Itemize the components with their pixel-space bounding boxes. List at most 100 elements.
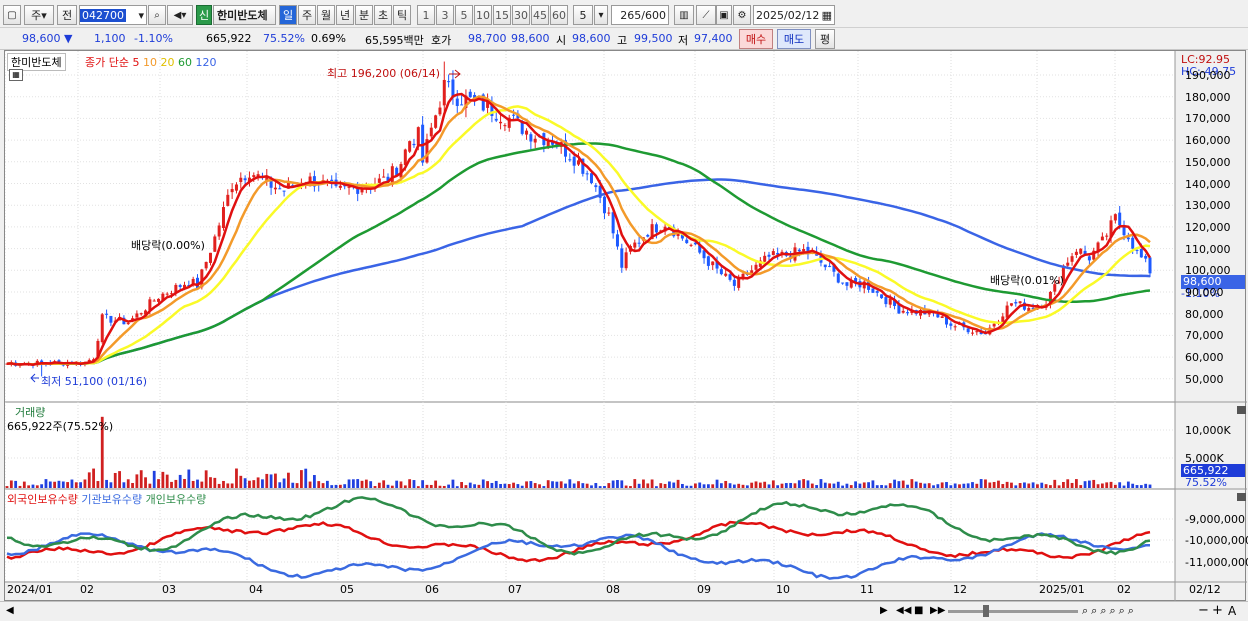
interval-button-6[interactable]: 45 — [531, 5, 549, 25]
date-input[interactable]: 2025/02/12 ▦ — [753, 5, 835, 25]
volume-bar — [1083, 481, 1087, 488]
volume-bar — [252, 480, 256, 488]
zoom-out-icon[interactable]: − — [1198, 603, 1209, 618]
volume-bar — [1023, 482, 1026, 488]
pane-close-icon[interactable] — [1237, 406, 1246, 414]
pane-close-icon[interactable] — [1237, 493, 1246, 501]
scroll-right-icon[interactable]: ▶ — [880, 605, 888, 616]
zoom-slider-thumb[interactable] — [983, 605, 989, 617]
volume-bar — [594, 483, 598, 488]
period-button-3[interactable]: 년 — [336, 5, 354, 25]
volume-bar — [841, 485, 845, 488]
volume-bar — [668, 481, 671, 488]
chevron-down-icon[interactable]: ▾ — [138, 8, 144, 22]
price-change: 1,100 — [94, 32, 126, 45]
candle-body — [464, 95, 468, 108]
zoom-slider[interactable] — [948, 610, 1078, 613]
volume-bar — [412, 480, 416, 488]
volume-bar — [473, 484, 476, 488]
volume-bar — [399, 481, 403, 488]
bid-price: 98,600 — [511, 32, 550, 45]
period-button-2[interactable]: 월 — [317, 5, 335, 25]
volume-bar — [395, 480, 399, 488]
candle-body — [992, 323, 996, 327]
chart-type-icon[interactable]: ▥ — [674, 5, 694, 25]
volume-bar — [57, 480, 61, 488]
bar-count-value: 265 — [620, 8, 642, 22]
buy-button[interactable]: 매수 — [739, 29, 773, 49]
period-button-5[interactable]: 초 — [374, 5, 392, 25]
interval-button-1[interactable]: 3 — [436, 5, 454, 25]
interval-button-7[interactable]: 60 — [550, 5, 568, 25]
calculator-icon[interactable]: ▦ — [9, 69, 23, 81]
ask-label: 호가 — [431, 34, 452, 47]
scroll-bar[interactable]: ◀ ▶ ◀◀ ■ ▶▶ ⌕⌕⌕⌕⌕⌕ − + A — [0, 601, 1248, 621]
period-button-4[interactable]: 분 — [355, 5, 373, 25]
gear-icon[interactable]: ⚙ — [733, 5, 751, 25]
rewind-icon[interactable]: ◀◀ — [896, 605, 912, 616]
volume-bar — [1113, 484, 1117, 488]
volume-bar — [564, 483, 567, 488]
fast-forward-icon[interactable]: ▶▶ — [930, 605, 946, 616]
turnover-ratio: 0.69% — [311, 32, 346, 45]
window-menu-icon[interactable]: ▢ — [3, 5, 21, 25]
interval-button-0[interactable]: 1 — [417, 5, 435, 25]
prev-stock-button[interactable]: 전 — [57, 5, 77, 25]
sell-button[interactable]: 매도 — [777, 29, 811, 49]
candle-body — [780, 251, 784, 254]
zoom-tool-icons[interactable]: ⌕⌕⌕⌕⌕⌕ — [1082, 604, 1137, 617]
candle-body — [689, 244, 693, 246]
scroll-left-icon[interactable]: ◀ — [6, 605, 14, 616]
individual-holdings-label: 개인보유수량 — [145, 493, 207, 506]
stop-icon[interactable]: ■ — [914, 605, 924, 616]
candle-body — [338, 185, 342, 188]
candle-body — [390, 166, 394, 185]
font-size-icon[interactable]: A — [1228, 604, 1237, 618]
calendar-icon[interactable]: ▦ — [821, 8, 832, 22]
interval-button-4[interactable]: 15 — [493, 5, 511, 25]
candle-body — [901, 310, 905, 313]
volume-bar — [542, 486, 546, 488]
candle-body — [529, 134, 533, 142]
avg-price-button[interactable]: 평 — [815, 29, 835, 49]
stock-code-input[interactable]: 042700 ▾ — [79, 5, 147, 25]
save-icon[interactable]: ▣ — [716, 5, 732, 25]
volume-bar — [442, 485, 446, 488]
period-button-1[interactable]: 주 — [298, 5, 316, 25]
stock-code-value: 042700 — [80, 8, 126, 22]
ma60-label: 60 — [177, 56, 192, 69]
zoom-in-icon[interactable]: + — [1212, 603, 1223, 618]
candle-body — [728, 274, 732, 280]
drawing-tool-icon[interactable]: ⟋ — [696, 5, 716, 25]
interval-button-5[interactable]: 30 — [512, 5, 530, 25]
candle-body — [416, 127, 420, 146]
speaker-icon[interactable]: ◀▾ — [167, 5, 193, 25]
volume-bar — [706, 484, 710, 488]
candle-body — [750, 270, 754, 275]
interval-button-3[interactable]: 10 — [474, 5, 492, 25]
candle-body — [884, 297, 888, 305]
high-arrow-icon — [449, 69, 461, 79]
volume-bar — [927, 483, 931, 488]
volume-bar — [14, 480, 18, 488]
candle-body — [451, 79, 455, 98]
bar-count-input[interactable]: 265/600 — [611, 5, 669, 25]
candle-body — [715, 260, 719, 269]
chart-area[interactable]: 한미반도체 종가 단순 5 10 20 60 120 ▦ 최고 196,200 … — [4, 50, 1248, 602]
volume-bar — [715, 479, 719, 488]
interval-button-2[interactable]: 5 — [455, 5, 473, 25]
volume-bar — [577, 481, 580, 488]
count-unit-select[interactable]: 5 — [573, 5, 593, 25]
price-tick-14: 50,000 — [1185, 372, 1224, 386]
volume-bar — [61, 481, 65, 488]
market-select[interactable]: 주 ▾ — [24, 5, 54, 25]
chevron-down-icon[interactable]: ▾ — [594, 5, 608, 25]
volume-bar — [300, 470, 303, 488]
x-axis-label-0: 2024/01 — [7, 583, 53, 596]
volume-bar — [572, 483, 576, 488]
search-icon[interactable]: ⌕ — [148, 5, 166, 25]
candle-body — [382, 176, 386, 178]
period-button-6[interactable]: 틱 — [393, 5, 411, 25]
volume-bar — [174, 479, 178, 488]
period-button-0[interactable]: 일 — [279, 5, 297, 25]
